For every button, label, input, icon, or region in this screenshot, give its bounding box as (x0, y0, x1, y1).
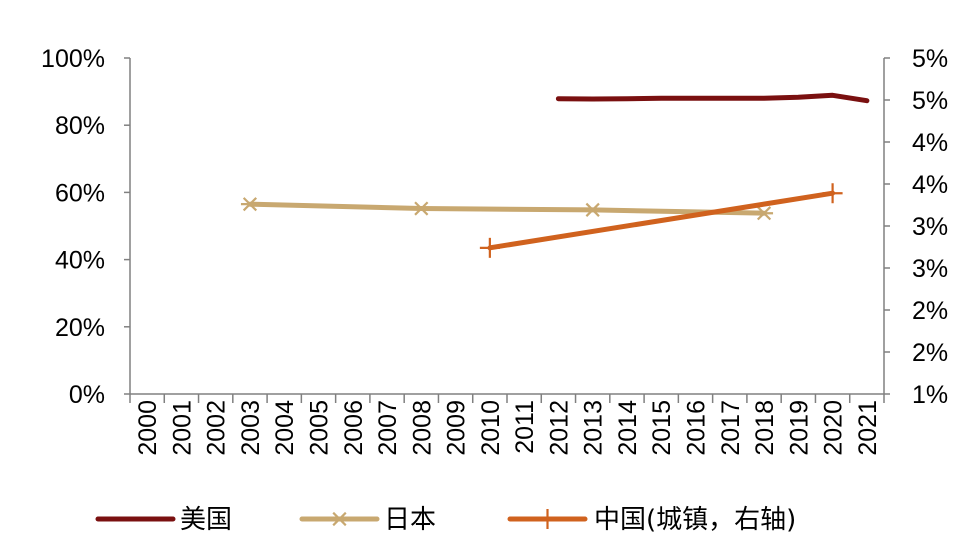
left-axis-tick-label: 20% (55, 314, 105, 342)
x-axis-tick-label: 2007 (374, 400, 402, 456)
series-0 (555, 92, 870, 104)
legend: 美国 日本 中国(城镇，右轴) (95, 505, 796, 535)
x-axis-tick-label: 2015 (648, 400, 676, 456)
x-axis-tick-label: 2009 (443, 400, 471, 456)
series-line (487, 190, 836, 251)
left-axis-tick-label: 40% (55, 247, 105, 275)
x-axis-tick-label: 2006 (340, 400, 368, 456)
x-axis-tick-label: 2003 (237, 400, 265, 456)
right-axis-tick-label: 4% (912, 171, 948, 199)
legend-item-0: 美国 (95, 505, 232, 535)
x-axis-tick-label: 2016 (683, 400, 711, 456)
series-line (247, 201, 767, 216)
legend-label: 日本 (384, 505, 436, 535)
legend-label: 美国 (180, 505, 232, 535)
x-axis-tick-label: 2010 (477, 400, 505, 456)
left-axis-tick-label: 100% (41, 45, 105, 73)
legend-item-1: 日本 (299, 505, 436, 535)
series-marker (414, 201, 429, 216)
x-axis-tick-label: 2005 (306, 400, 334, 456)
left-axis-ticks: 0% 20% 40% 60% 80% 100% (41, 45, 130, 409)
x-axis-tick-label: 2011 (511, 400, 539, 454)
x-axis-tick-label: 2000 (134, 400, 162, 456)
x-axis-tick-label: 2004 (271, 400, 299, 456)
left-axis-tick-label: 0% (69, 381, 105, 409)
x-axis-tick-label: 2013 (580, 400, 608, 456)
series-1 (240, 197, 774, 221)
x-axis-tick-label: 2002 (203, 400, 231, 456)
right-axis-tick-label: 5% (912, 45, 948, 73)
x-axis-tick-label: 2008 (408, 400, 436, 456)
right-axis-tick-label: 2% (912, 339, 948, 367)
series-marker (242, 197, 258, 212)
right-axis-tick-label: 1% (912, 381, 948, 409)
x-axis-tick-label: 2001 (168, 400, 196, 456)
x-axis-tick-label: 2019 (785, 400, 813, 456)
legend-item-2: 中国(城镇，右轴) (507, 505, 796, 535)
x-axis-tick-label: 2014 (614, 400, 642, 456)
x-axis-ticks: 2000 2001 2002 2003 2004 2005 2006 2007 2008 2009… (129, 394, 885, 456)
x-axis-tick-label: 2017 (717, 400, 745, 456)
series-line (555, 92, 870, 104)
series-2 (479, 183, 843, 258)
x-axis-tick-label: 2012 (545, 400, 573, 456)
series-marker (332, 511, 347, 527)
x-axis-tick-label: 2021 (854, 400, 882, 456)
right-axis-tick-label: 5% (912, 87, 948, 115)
right-axis-tick-label: 2% (912, 297, 948, 325)
right-axis-ticks: 1% 2% 2% 3% 3% 4% 4% 5% 5% (884, 45, 948, 409)
x-axis-tick-label: 2018 (751, 400, 779, 456)
right-axis-tick-label: 4% (912, 129, 948, 157)
right-axis-tick-label: 3% (912, 255, 948, 283)
legend-label: 中国(城镇，右轴) (594, 505, 796, 535)
left-axis-tick-label: 60% (55, 179, 105, 207)
right-axis-tick-label: 3% (912, 213, 948, 241)
left-axis-tick-label: 80% (55, 112, 105, 140)
series-marker (585, 202, 600, 217)
x-axis-tick-label: 2020 (820, 400, 848, 456)
series-marker (756, 206, 772, 221)
series-layer (240, 92, 870, 258)
axes (129, 58, 885, 395)
